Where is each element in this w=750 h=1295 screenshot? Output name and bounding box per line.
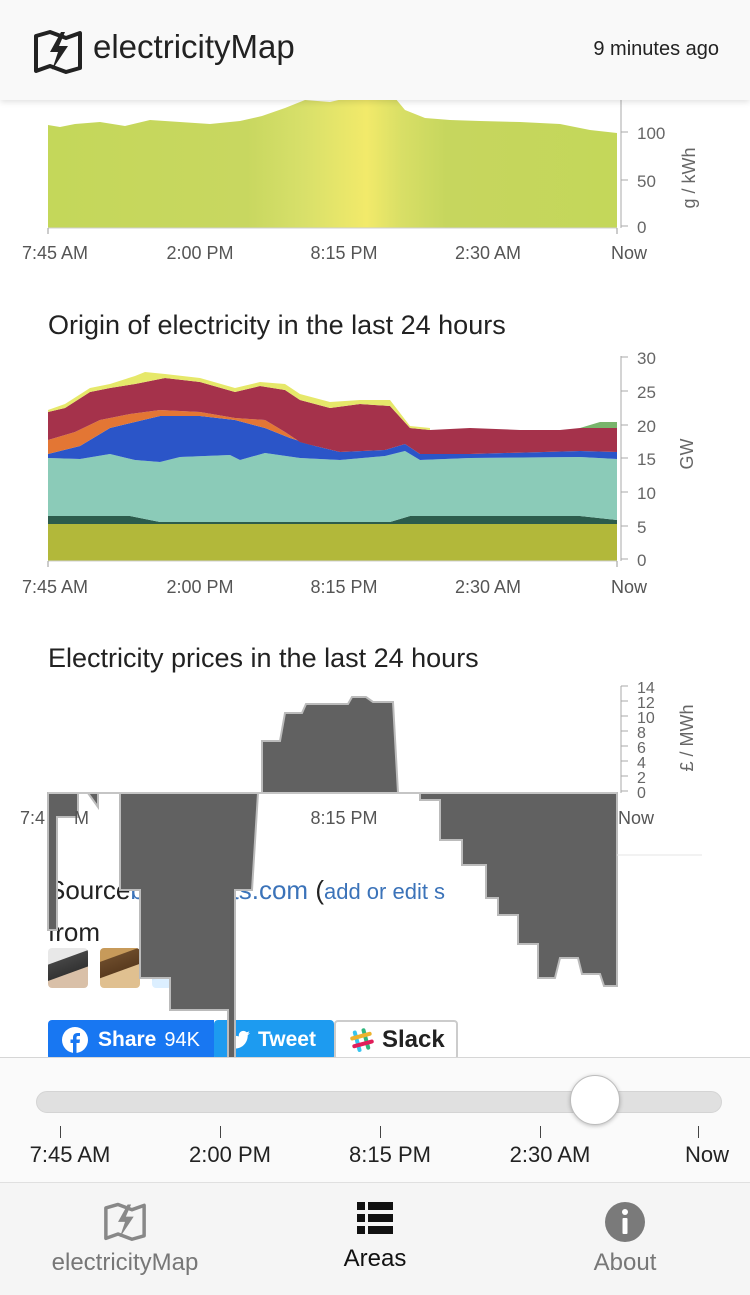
origin-y-tick: 20 (637, 417, 656, 436)
origin-chart-title: Origin of electricity in the last 24 hou… (48, 310, 506, 340)
zone-details-panel[interactable]: 100 50 0 g / kWh 7:45 AM 2:00 PM 8:15 PM… (0, 100, 750, 1057)
slack-icon (350, 1028, 374, 1052)
bottom-tab-bar: electricityMap Areas About (0, 1182, 750, 1295)
price-unit-label: £ / MWh (677, 704, 697, 771)
source-paren: ( (308, 875, 324, 905)
ci-y-tick: 0 (637, 218, 646, 237)
brand-title: electricityMap (93, 28, 295, 65)
time-slider-label: Now (684, 1142, 730, 1167)
electricitymap-logo-icon[interactable] (30, 28, 86, 74)
electricitymap-logo-icon (104, 1202, 146, 1241)
price-y-tick: 10 (637, 710, 655, 727)
price-area (47, 696, 618, 1057)
tab-areas[interactable]: Areas (250, 1183, 500, 1295)
ci-y-tick: 100 (637, 124, 665, 143)
facebook-share-count: 94K (164, 1028, 200, 1051)
add-or-edit-source-link[interactable]: add or edit s (323, 879, 446, 904)
origin-area-wind (48, 378, 617, 454)
facebook-share-button[interactable]: Share 94K (48, 1020, 214, 1057)
electricity-price-chart: 14 12 10 8 6 4 2 0 £ / MWh 7:4 M 8:15 PM… (20, 680, 702, 1057)
origin-x-tick: 2:00 PM (166, 577, 233, 597)
time-slider-tick (380, 1126, 381, 1138)
price-y-tick: 2 (637, 770, 646, 787)
time-slider-label: 2:00 PM (189, 1142, 271, 1167)
origin-x-tick: 2:30 AM (455, 577, 521, 597)
time-slider-track[interactable] (36, 1091, 722, 1113)
price-y-tick: 4 (637, 755, 646, 772)
tab-map[interactable]: electricityMap (0, 1183, 250, 1295)
origin-area-hydro (48, 416, 617, 462)
ci-x-tick: 7:45 AM (22, 243, 88, 263)
price-y-tick: 0 (637, 785, 646, 802)
contributor-avatar[interactable] (48, 948, 88, 988)
tab-label: electricityMap (51, 1249, 199, 1276)
slack-share-button[interactable]: Slack (334, 1020, 458, 1057)
twitter-share-label: Tweet (258, 1028, 316, 1051)
ci-y-tick: 50 (637, 172, 656, 191)
list-icon (357, 1202, 393, 1234)
carbon-intensity-chart: 100 50 0 g / kWh 7:45 AM 2:00 PM 8:15 PM… (22, 100, 699, 263)
carbon-intensity-area (48, 100, 617, 228)
facebook-share-label: Share (98, 1028, 157, 1051)
tab-about[interactable]: About (500, 1183, 750, 1295)
tab-label: Areas (343, 1245, 407, 1272)
price-x-tick: Now (618, 808, 655, 828)
price-y-tick: 14 (637, 680, 655, 697)
time-slider-tick (220, 1126, 221, 1138)
origin-y-tick: 0 (637, 551, 646, 570)
origin-area-gas (48, 451, 617, 522)
slack-share-label: Slack (382, 1026, 445, 1053)
origin-x-tick: Now (611, 577, 648, 597)
price-y-tick: 12 (637, 695, 655, 712)
time-slider-panel: 7:45 AM 2:00 PM 8:15 PM 2:30 AM Now (0, 1057, 750, 1183)
contributor-avatar[interactable] (100, 948, 140, 988)
price-y-tick: 6 (637, 740, 646, 757)
price-y-tick: 8 (637, 725, 646, 742)
time-slider-tick (540, 1126, 541, 1138)
origin-y-tick: 30 (637, 349, 656, 368)
time-slider-tick (698, 1126, 699, 1138)
time-slider-label: 2:30 AM (509, 1142, 591, 1167)
price-chart-title: Electricity prices in the last 24 hours (48, 643, 479, 673)
origin-unit-label: GW (677, 438, 697, 469)
share-buttons: Share 94K Tweet Slack (48, 1020, 458, 1057)
ci-x-tick: Now (611, 243, 648, 263)
origin-y-tick: 5 (637, 518, 646, 537)
time-slider-label: 7:45 AM (29, 1142, 111, 1167)
origin-of-electricity-chart: 30 25 20 15 10 5 0 GW 7:45 AM 2:00 PM 8:… (22, 349, 697, 597)
time-slider-tick (60, 1126, 61, 1138)
origin-y-tick: 25 (637, 383, 656, 402)
price-x-tick: 7:4 (20, 808, 45, 828)
time-slider-label: 8:15 PM (349, 1142, 431, 1167)
origin-area-biomass (580, 422, 617, 428)
info-icon (605, 1202, 645, 1242)
origin-area-nuclear (48, 410, 385, 454)
app-header: electricityMap 9 minutes ago (0, 0, 750, 100)
ci-x-tick: 2:00 PM (166, 243, 233, 263)
tab-label: About (593, 1249, 657, 1276)
price-x-tick: M (74, 808, 89, 828)
origin-area-coal (48, 522, 617, 561)
price-x-tick: 8:15 PM (310, 808, 377, 828)
time-slider-thumb[interactable] (570, 1075, 620, 1125)
source-prefix: Source (48, 875, 131, 905)
origin-y-tick: 10 (637, 484, 656, 503)
ci-x-tick: 2:30 AM (455, 243, 521, 263)
origin-x-tick: 7:45 AM (22, 577, 88, 597)
origin-x-tick: 8:15 PM (310, 577, 377, 597)
origin-area-solar (48, 372, 430, 430)
facebook-icon (62, 1027, 88, 1053)
ci-unit-label: g / kWh (679, 147, 699, 208)
origin-y-tick: 15 (637, 450, 656, 469)
ci-x-tick: 8:15 PM (310, 243, 377, 263)
last-updated-label: 9 minutes ago (593, 38, 719, 60)
